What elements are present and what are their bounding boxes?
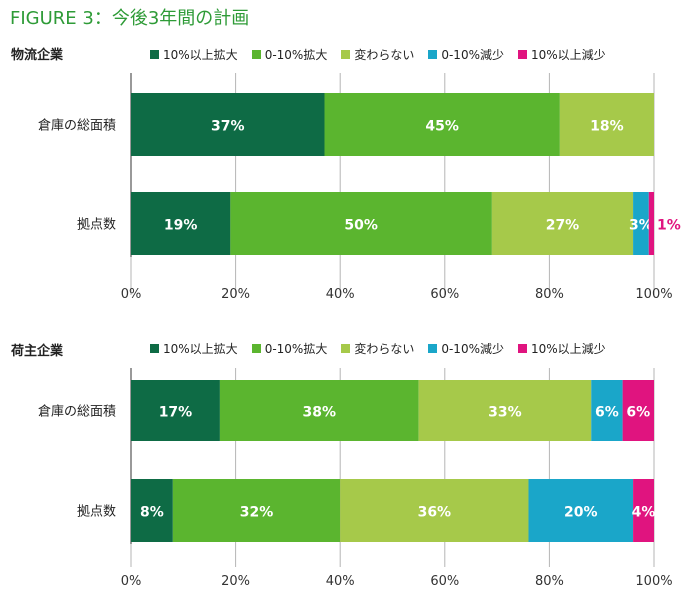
data-label: 33% (488, 405, 522, 421)
legend-swatch (428, 50, 438, 59)
legend-item: 10%以上減少 (517, 340, 606, 357)
legend-label: 変わらない (354, 48, 415, 62)
data-label: 37% (211, 119, 245, 135)
bar-segment (633, 192, 649, 255)
bar-segment (230, 192, 492, 255)
category-label: 倉庫の総面積 (38, 119, 116, 134)
legend-item: 0-10%減少 (428, 46, 504, 63)
data-label: 50% (344, 218, 378, 234)
legend-item: 変わらない (341, 46, 414, 63)
legend-item: 変わらない (341, 340, 414, 357)
data-label: 17% (159, 405, 193, 421)
bar-segment (622, 380, 654, 441)
x-tick-label: 60% (430, 574, 459, 589)
category-label: 拠点数 (77, 505, 116, 520)
x-tick-label: 100% (635, 574, 672, 589)
category-label: 倉庫の総面積 (38, 405, 116, 420)
x-tick-label: 60% (430, 287, 459, 302)
legend-swatch (251, 344, 261, 353)
chart-title: 物流企業 (11, 48, 64, 63)
legend-item: 10%以上拡大 (150, 46, 238, 63)
legend-item: 0-10%拡大 (251, 340, 328, 357)
bar-segment (633, 479, 654, 542)
legend-swatch (428, 344, 438, 353)
legend-swatch (517, 344, 527, 353)
bar-segment (131, 93, 325, 156)
legend: 10%以上拡大 0-10%拡大 変わらない 0-10%減少 10%以上減少 (150, 46, 606, 63)
bar-segment (340, 479, 529, 542)
data-label: 36% (418, 505, 452, 521)
data-label: 8% (140, 505, 164, 521)
legend-swatch (341, 50, 351, 59)
x-tick-label: 0% (121, 287, 142, 302)
x-tick-label: 40% (326, 574, 355, 589)
legend-label: 10%以上減少 (530, 342, 606, 356)
figure-title: FIGURE 3：今後3年間の計画 (10, 8, 250, 29)
bar-segment (172, 479, 341, 542)
legend-swatch (150, 50, 159, 59)
chart-title: 荷主企業 (11, 344, 64, 359)
legend-label: 10%以上減少 (530, 48, 606, 62)
stacked-bar-chart: 0% 20% 40% 60% 80% 100% 倉庫の総面積 37% 45% 18% 拠点数 19% 5… (38, 73, 681, 302)
legend: 10%以上拡大 0-10%拡大 変わらない 0-10%減少 10%以上減少 (150, 340, 606, 357)
bar-segment (491, 192, 634, 255)
data-label: 3% (629, 218, 653, 234)
legend-item: 0-10%減少 (428, 340, 504, 357)
legend-label: 10%以上拡大 (163, 48, 238, 62)
legend-label: 0-10%減少 (441, 48, 504, 62)
data-label: 19% (164, 218, 198, 234)
data-label: 18% (590, 119, 624, 135)
legend-swatch (150, 344, 159, 353)
legend-item: 10%以上拡大 (150, 340, 238, 357)
x-tick-label: 0% (121, 574, 142, 589)
x-tick-label: 40% (326, 287, 355, 302)
chart-logistics: 物流企業 10%以上拡大 0-10%拡大 変わらない 0-10%減少 10%以上… (11, 46, 681, 302)
data-label: 45% (425, 119, 459, 135)
bar-segment (591, 380, 623, 441)
bar-segment (559, 93, 654, 156)
legend-label: 10%以上拡大 (163, 342, 238, 356)
data-label: 32% (240, 505, 274, 521)
data-label: 38% (303, 405, 337, 421)
data-label: 6% (595, 405, 619, 421)
x-tick-label: 100% (635, 287, 672, 302)
bar-segment (324, 93, 560, 156)
legend-swatch (341, 344, 351, 353)
legend-label: 変わらない (354, 342, 415, 356)
bar-segment (648, 192, 654, 255)
bar-segment (219, 380, 419, 441)
legend-label: 0-10%拡大 (264, 342, 328, 356)
legend-swatch (251, 50, 261, 59)
data-label: 1% (657, 218, 681, 234)
chart-shippers: 荷主企業 10%以上拡大 0-10%拡大 変わらない 0-10%減少 10%以上… (0, 300, 700, 594)
legend-swatch (517, 50, 527, 59)
bar-segment (131, 192, 231, 255)
legend-label: 0-10%減少 (441, 342, 504, 356)
legend-item: 10%以上減少 (517, 46, 606, 63)
legend-item: 0-10%拡大 (251, 46, 328, 63)
data-label: 4% (632, 505, 656, 521)
data-label: 20% (564, 505, 598, 521)
bar-segment (418, 380, 592, 441)
category-label: 拠点数 (77, 218, 116, 233)
x-tick-label: 80% (535, 287, 564, 302)
bar-segment (528, 479, 634, 542)
stacked-bar-chart: 0% 20% 40% 60% 80% 100% 倉庫の総面積 17% 38% 33% 6% 6% 拠点数… (38, 368, 673, 589)
x-tick-label: 20% (221, 287, 250, 302)
data-label: 6% (626, 405, 650, 421)
data-label: 27% (546, 218, 580, 234)
bar-segment (131, 479, 173, 542)
x-tick-label: 80% (535, 574, 564, 589)
bar-segment (131, 380, 220, 441)
legend-label: 0-10%拡大 (264, 48, 328, 62)
x-tick-label: 20% (221, 574, 250, 589)
